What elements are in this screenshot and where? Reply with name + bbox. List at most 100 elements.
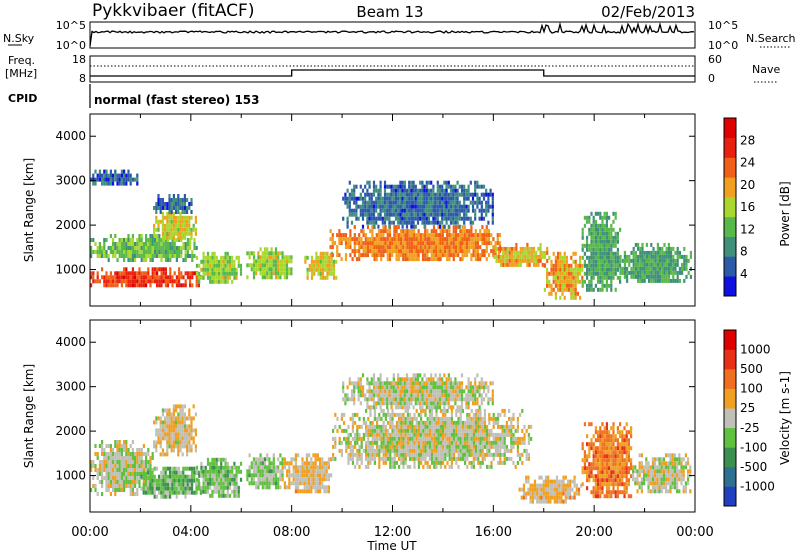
velocity-cell (281, 465, 284, 470)
velocity-cell (186, 490, 189, 495)
power-cell (447, 212, 450, 217)
power-cell (304, 255, 307, 260)
power-cell (112, 279, 115, 284)
power-cell (317, 259, 320, 264)
power-cell (202, 271, 205, 276)
power-cell (388, 241, 392, 246)
velocity-cell (417, 464, 420, 469)
velocity-cell (387, 440, 390, 445)
power-cell (166, 219, 169, 224)
velocity-cell (388, 381, 391, 386)
power-cell (586, 283, 589, 288)
velocity-cell (393, 444, 396, 449)
power-cell (413, 241, 416, 246)
power-cell (180, 254, 183, 258)
velocity-cell (468, 436, 471, 441)
power-cell (319, 267, 322, 272)
power-cell (348, 180, 351, 185)
velocity-cell (375, 381, 378, 386)
power-cell (463, 253, 466, 258)
power-cell (626, 258, 629, 263)
velocity-cell (325, 469, 328, 474)
power-cell (570, 275, 573, 280)
power-cell (151, 258, 154, 262)
power-cell (447, 192, 450, 197)
velocity-cell (426, 424, 429, 429)
velocity-cell (177, 452, 180, 457)
velocity-cell (120, 468, 123, 472)
power-cell (460, 192, 464, 197)
power-cell (209, 279, 212, 284)
power-cell (332, 271, 336, 276)
velocity-cell (345, 448, 348, 453)
velocity-cell (486, 428, 489, 433)
power-cell (169, 254, 172, 258)
power-cell (436, 212, 439, 217)
power-cell (592, 275, 595, 280)
power-cell (162, 246, 165, 250)
power-cell (346, 196, 349, 201)
velocity-cell (283, 481, 286, 486)
power-cell (149, 250, 152, 254)
velocity-cell (461, 448, 464, 453)
velocity-cell (398, 424, 401, 429)
power-cell (127, 246, 130, 250)
velocity-cell (501, 452, 504, 457)
power-cell (250, 251, 253, 256)
power-cell (112, 181, 115, 186)
power-cell (401, 224, 404, 229)
power-cell (131, 177, 134, 182)
velocity-cell (162, 470, 165, 475)
velocity-cell (435, 428, 438, 433)
velocity-cell (319, 473, 322, 478)
power-cell (321, 251, 325, 256)
velocity-cell (186, 448, 189, 453)
velocity-cell (386, 397, 389, 402)
velocity-cell (177, 420, 180, 425)
power-cell (160, 242, 163, 246)
velocity-cell (314, 453, 317, 458)
power-cell (639, 274, 642, 279)
power-cell (342, 233, 345, 238)
power-cell (482, 192, 486, 197)
velocity-cell (186, 466, 189, 471)
velocity-cell (299, 481, 302, 486)
power-cell (412, 224, 415, 229)
velocity-cell (459, 456, 462, 461)
velocity-cell (466, 464, 469, 469)
velocity-cell (186, 452, 189, 457)
power-cell (188, 206, 191, 210)
power-cell (588, 227, 591, 232)
velocity-cell (378, 444, 381, 449)
velocity-cell (259, 465, 262, 470)
velocity-cell (367, 444, 370, 449)
power-cell (391, 245, 394, 250)
power-cell (586, 267, 589, 272)
velocity-cell (354, 464, 357, 469)
velocity-cell (373, 440, 376, 445)
velocity-cell (123, 468, 126, 472)
velocity-cell (217, 489, 221, 494)
power-cell (158, 267, 161, 272)
velocity-cell (181, 436, 184, 441)
power-cell (608, 227, 611, 232)
power-cell (166, 223, 169, 228)
power-cell (105, 254, 108, 258)
velocity-cell (409, 452, 412, 457)
velocity-cell (161, 436, 164, 441)
power-cell (456, 196, 459, 201)
velocity-cell (183, 412, 186, 417)
power-cell (639, 270, 642, 275)
power-cell (134, 246, 137, 250)
velocity-cell (470, 444, 473, 449)
power-cell (408, 241, 411, 246)
power-cell (441, 241, 444, 246)
power-cell (423, 196, 426, 201)
power-cell (656, 270, 659, 275)
velocity-cell (233, 473, 236, 478)
colorbar-tick-label: 4 (740, 267, 748, 281)
power-cell (274, 251, 278, 256)
velocity-cell (470, 424, 473, 429)
velocity-cell (125, 468, 128, 472)
power-cell (432, 220, 435, 225)
